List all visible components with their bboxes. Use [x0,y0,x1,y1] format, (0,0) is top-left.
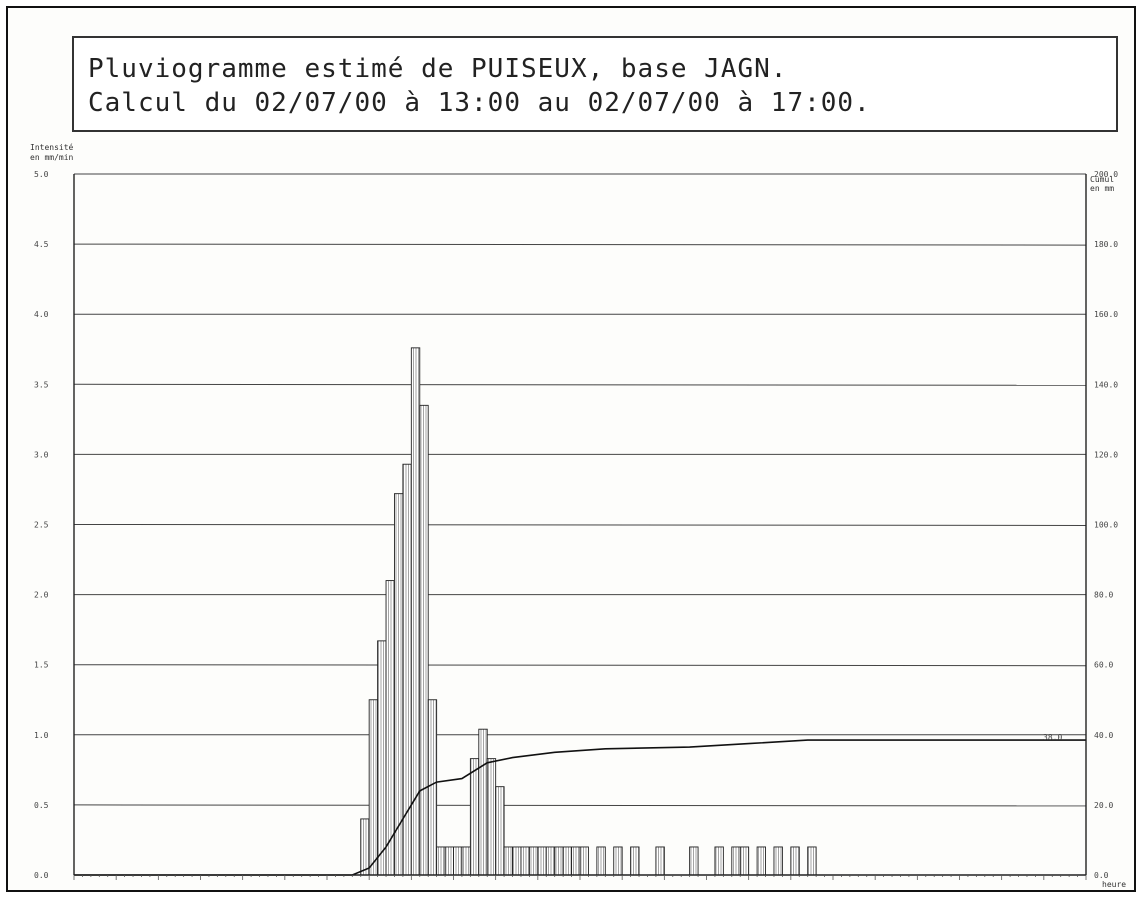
intensity-bar [739,846,750,876]
intensity-bar [360,818,370,876]
intensity-bar [368,699,379,876]
left-axis-title-line-1: Intensité [30,142,74,152]
intensity-bar [554,846,564,876]
left-tick-label: 0.0 [34,871,49,880]
left-tick-label: 4.0 [34,310,49,319]
intensity-bar [427,699,438,876]
intensity-bar [478,728,488,876]
right-tick-label: 80.0 [1094,591,1113,600]
left-tick-label: 1.5 [34,661,49,670]
intensity-bar [377,640,387,876]
intensity-bar [528,846,539,876]
intensity-bar [596,846,606,876]
intensity-bar [756,846,766,876]
right-tick-label: 0.0 [1094,871,1109,880]
intensity-bar [419,404,429,876]
intensity-bar [630,846,640,876]
gridline [73,664,1087,667]
intensity-bar [571,846,581,876]
chart-title-box: Pluviogramme estimé de PUISEUX, base JAG… [72,36,1118,132]
right-tick-label: 120.0 [1094,450,1118,459]
left-tick-label: 5.0 [34,170,49,179]
intensity-bar [495,786,505,876]
intensity-bar [731,846,741,876]
intensity-bar [520,846,530,876]
intensity-bar [562,846,573,876]
left-axis-title-line-2: en mm/min [30,153,74,162]
left-tick-label: 3.0 [34,450,49,459]
chart-title-line-1: Pluviogramme estimé de PUISEUX, base JAG… [88,54,788,84]
intensity-bar [394,493,404,876]
left-tick-label: 2.0 [34,591,49,600]
bar-layer [360,347,817,876]
left-tick-label: 3.5 [34,380,49,389]
right-tick-label: 100.0 [1094,521,1118,530]
cumul-line [74,739,1086,876]
axis-layer: 0.0 0.5 1.0 1.5 2.0 2.5 3.0 3.5 4.0 4.5 5.0 0.0 20.0… [34,170,1118,880]
right-tick-label: 180.0 [1094,240,1118,249]
grid-layer [73,173,1087,876]
right-axis-title-line-2: en mm [1090,184,1114,193]
left-tick-label: 0.5 [34,801,49,810]
intensity-bar [773,846,783,876]
right-tick-label: 160.0 [1094,310,1118,319]
right-tick-label: 40.0 [1094,731,1113,740]
gridline [73,804,1087,807]
right-tick-label: 200.0 [1094,170,1118,179]
right-tick-label: 60.0 [1094,661,1113,670]
intensity-bar [714,846,724,876]
right-axis-title-line-1: Cumul [1090,175,1114,184]
intensity-bar [689,846,699,876]
chart-frame [6,6,1136,892]
gridline [73,383,1087,386]
gridline [73,243,1087,246]
intensity-bar [461,846,471,876]
gridline [73,524,1087,526]
right-tick-label: 20.0 [1094,801,1113,810]
intensity-bar [385,580,395,876]
intensity-bar [579,846,589,876]
cumul-annotation: 38.0 [1043,733,1062,742]
intensity-bar [545,846,556,876]
intensity-bar [790,846,800,876]
intensity-bar [655,846,665,876]
left-tick-label: 1.0 [34,731,49,740]
intensity-bar [469,758,480,876]
intensity-bar [444,846,454,876]
intensity-bar [512,846,522,876]
chart-title-line-2: Calcul du 02/07/00 à 13:00 au 02/07/00 à… [88,88,871,118]
intensity-bar [486,758,497,876]
intensity-bar [537,846,547,876]
left-tick-label: 4.5 [34,240,49,249]
x-axis-title: heure [1102,880,1126,889]
intensity-bar [453,846,463,876]
intensity-bar [436,846,446,876]
left-tick-label: 2.5 [34,521,49,530]
intensity-bar [503,846,513,876]
intensity-bar [807,846,817,876]
intensity-bar [613,846,623,876]
intensity-bar [410,347,421,876]
right-tick-label: 140.0 [1094,380,1118,389]
cumul-line-layer [74,739,1086,876]
